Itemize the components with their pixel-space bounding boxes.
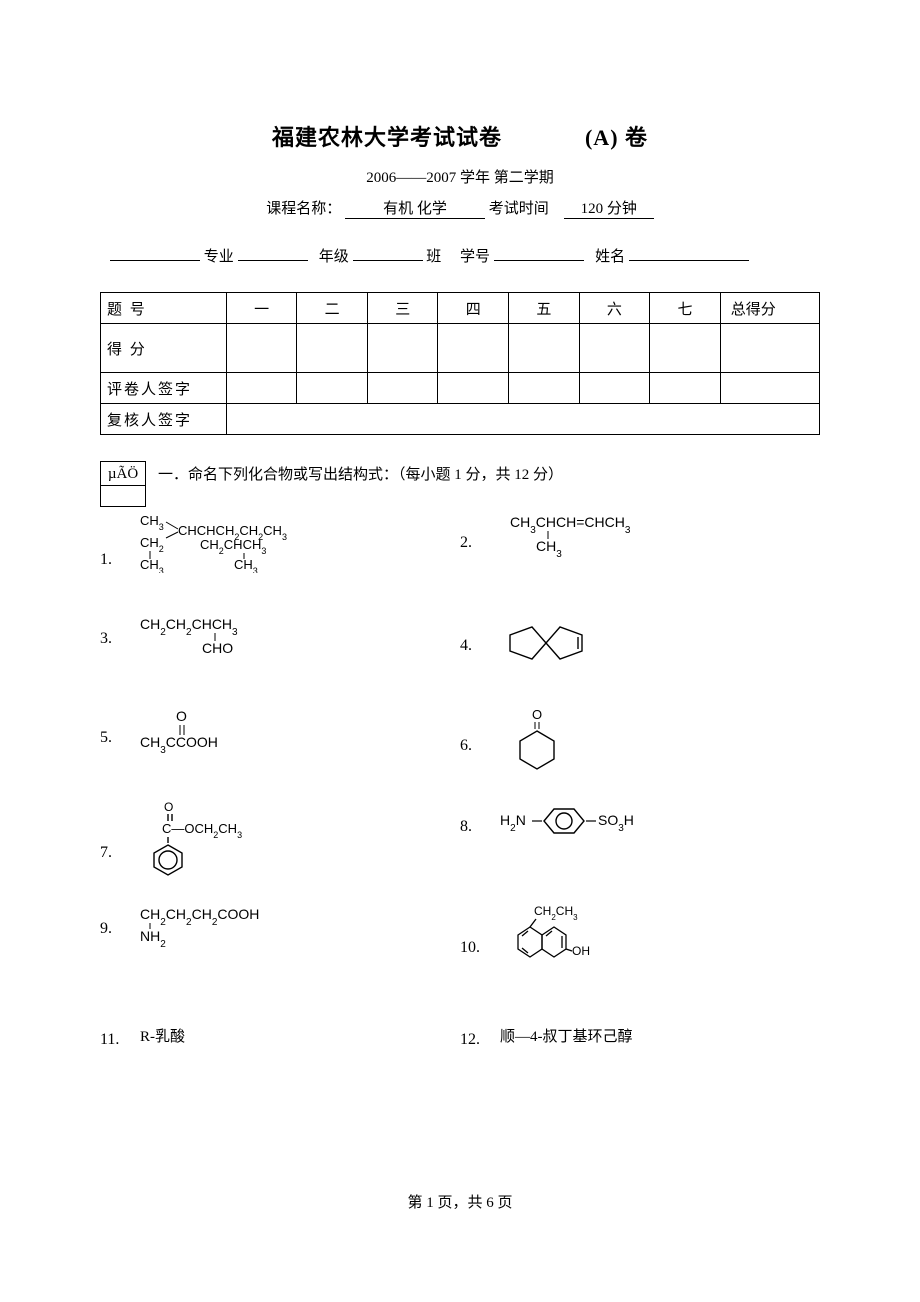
q10-structure: CH2CH3 OH — [500, 905, 640, 975]
label-major: 专业 — [204, 249, 234, 265]
q-number: 3. — [100, 624, 140, 648]
svg-text:NH2: NH2 — [140, 928, 166, 947]
page-footer: 第 1 页，共 6 页 — [0, 1191, 920, 1212]
label-grade: 年级 — [319, 249, 349, 265]
exam-page: 福建农林大学考试试卷 (A) 卷 2006——2007 学年 第二学期 课程名称… — [0, 0, 920, 1302]
svg-text:CHO: CHO — [202, 640, 233, 656]
row-label: 得 分 — [101, 324, 227, 373]
section1-header: µÃÖ 一．命名下列化合物或写出结构式：（每小题 1 分，共 12 分） — [100, 461, 820, 507]
svg-text:O: O — [176, 709, 187, 724]
q-number: 12. — [460, 1025, 500, 1049]
course-name: 有机 化学 — [345, 197, 485, 219]
q-number: 11. — [100, 1025, 140, 1049]
label-name: 姓名 — [595, 249, 625, 265]
row-label: 评卷人签字 — [101, 373, 227, 404]
title-left: 福建农林大学考试试卷 — [272, 125, 502, 150]
mini-score-label: µÃÖ — [101, 463, 145, 486]
course-line: 课程名称： 有机 化学 考试时间 120 分钟 — [100, 197, 820, 219]
col-head: 四 — [438, 293, 509, 324]
page-title: 福建农林大学考试试卷 (A) 卷 — [100, 120, 820, 152]
q-number: 4. — [460, 631, 500, 655]
svg-text:CH3CCOOH: CH3CCOOH — [140, 734, 218, 753]
col-head: 二 — [297, 293, 368, 324]
svg-text:CH3: CH3 — [234, 557, 258, 573]
table-row: 题 号 一 二 三 四 五 六 七 总得分 — [101, 293, 820, 324]
table-row: 得 分 — [101, 324, 820, 373]
q-number: 5. — [100, 715, 140, 747]
svg-text:CH2CH3: CH2CH3 — [534, 905, 578, 922]
q5-structure: O CH3CCOOH — [140, 709, 280, 753]
q-number: 9. — [100, 914, 140, 938]
svg-text:CH3CHCH=CHCH3: CH3CHCH=CHCH3 — [510, 514, 631, 536]
svg-text:CH3: CH3 — [140, 557, 164, 573]
row-label: 题 号 — [101, 293, 227, 324]
q-number: 7. — [100, 818, 140, 862]
q-number: 1. — [100, 517, 140, 569]
score-table: 题 号 一 二 三 四 五 六 七 总得分 得 分 评卷人签字 复核人签字 — [100, 292, 820, 435]
svg-text:SO3H: SO3H — [598, 812, 634, 834]
svg-text:H2N: H2N — [500, 812, 526, 834]
mini-score-box: µÃÖ — [100, 461, 146, 507]
col-head: 五 — [509, 293, 580, 324]
q-number: 6. — [460, 727, 500, 755]
q3-structure: CH2CH2CHCH3 CHO — [140, 615, 310, 657]
table-row: 复核人签字 — [101, 404, 820, 435]
svg-text:CH2CHCH3: CH2CHCH3 — [200, 537, 266, 556]
questions-list: 1. CH3 CHCHCH2CH2CH3 CH2 CH2CHCH3 CH3 — [100, 513, 820, 1049]
q8-structure: H2N SO3H — [500, 801, 690, 843]
svg-text:C—OCH2CH3: C—OCH2CH3 — [162, 821, 242, 840]
semester-line: 2006——2007 学年 第二学期 — [100, 166, 820, 187]
title-right: (A) 卷 — [585, 125, 648, 150]
svg-text:CH2CH2CH2COOH: CH2CH2CH2COOH — [140, 906, 259, 928]
q-number: 2. — [460, 520, 500, 552]
svg-text:CH2: CH2 — [140, 535, 164, 554]
q7-structure: O C—OCH2CH3 — [140, 801, 290, 879]
q1-structure: CH3 CHCHCH2CH2CH3 CH2 CH2CHCH3 CH3 CH3 — [140, 513, 340, 573]
exam-time-label: 考试时间 — [489, 201, 549, 217]
q-number: 10. — [460, 923, 500, 957]
col-head: 六 — [579, 293, 650, 324]
label-class: 班 — [426, 249, 441, 265]
q-number: 8. — [460, 808, 500, 836]
svg-text:CH3: CH3 — [140, 513, 164, 532]
course-label: 课程名称： — [266, 201, 341, 217]
student-info-line: 专业 年级 班 学号 姓名 — [100, 245, 820, 266]
q11-text: R-乳酸 — [140, 1027, 185, 1047]
q12-text: 顺—4-叔丁基环己醇 — [500, 1027, 633, 1047]
svg-text:O: O — [532, 709, 542, 722]
q6-structure: O — [500, 709, 580, 773]
svg-text:CH3: CH3 — [536, 538, 562, 559]
svg-text:O: O — [164, 801, 173, 814]
col-head: 七 — [650, 293, 721, 324]
label-studentid: 学号 — [460, 249, 490, 265]
col-head: 一 — [226, 293, 297, 324]
col-head: 三 — [367, 293, 438, 324]
q4-structure — [500, 615, 620, 671]
exam-time: 120 分钟 — [564, 197, 654, 219]
section1-title: 一．命名下列化合物或写出结构式：（每小题 1 分，共 12 分） — [158, 461, 563, 484]
q9-structure: CH2CH2CH2COOH NH2 — [140, 905, 330, 947]
col-total: 总得分 — [720, 293, 819, 324]
row-label: 复核人签字 — [101, 404, 227, 435]
svg-text:OH: OH — [572, 944, 590, 958]
table-row: 评卷人签字 — [101, 373, 820, 404]
q2-structure: CH3CHCH=CHCH3 CH3 — [500, 513, 680, 559]
svg-text:CH2CH2CHCH3: CH2CH2CHCH3 — [140, 616, 238, 638]
